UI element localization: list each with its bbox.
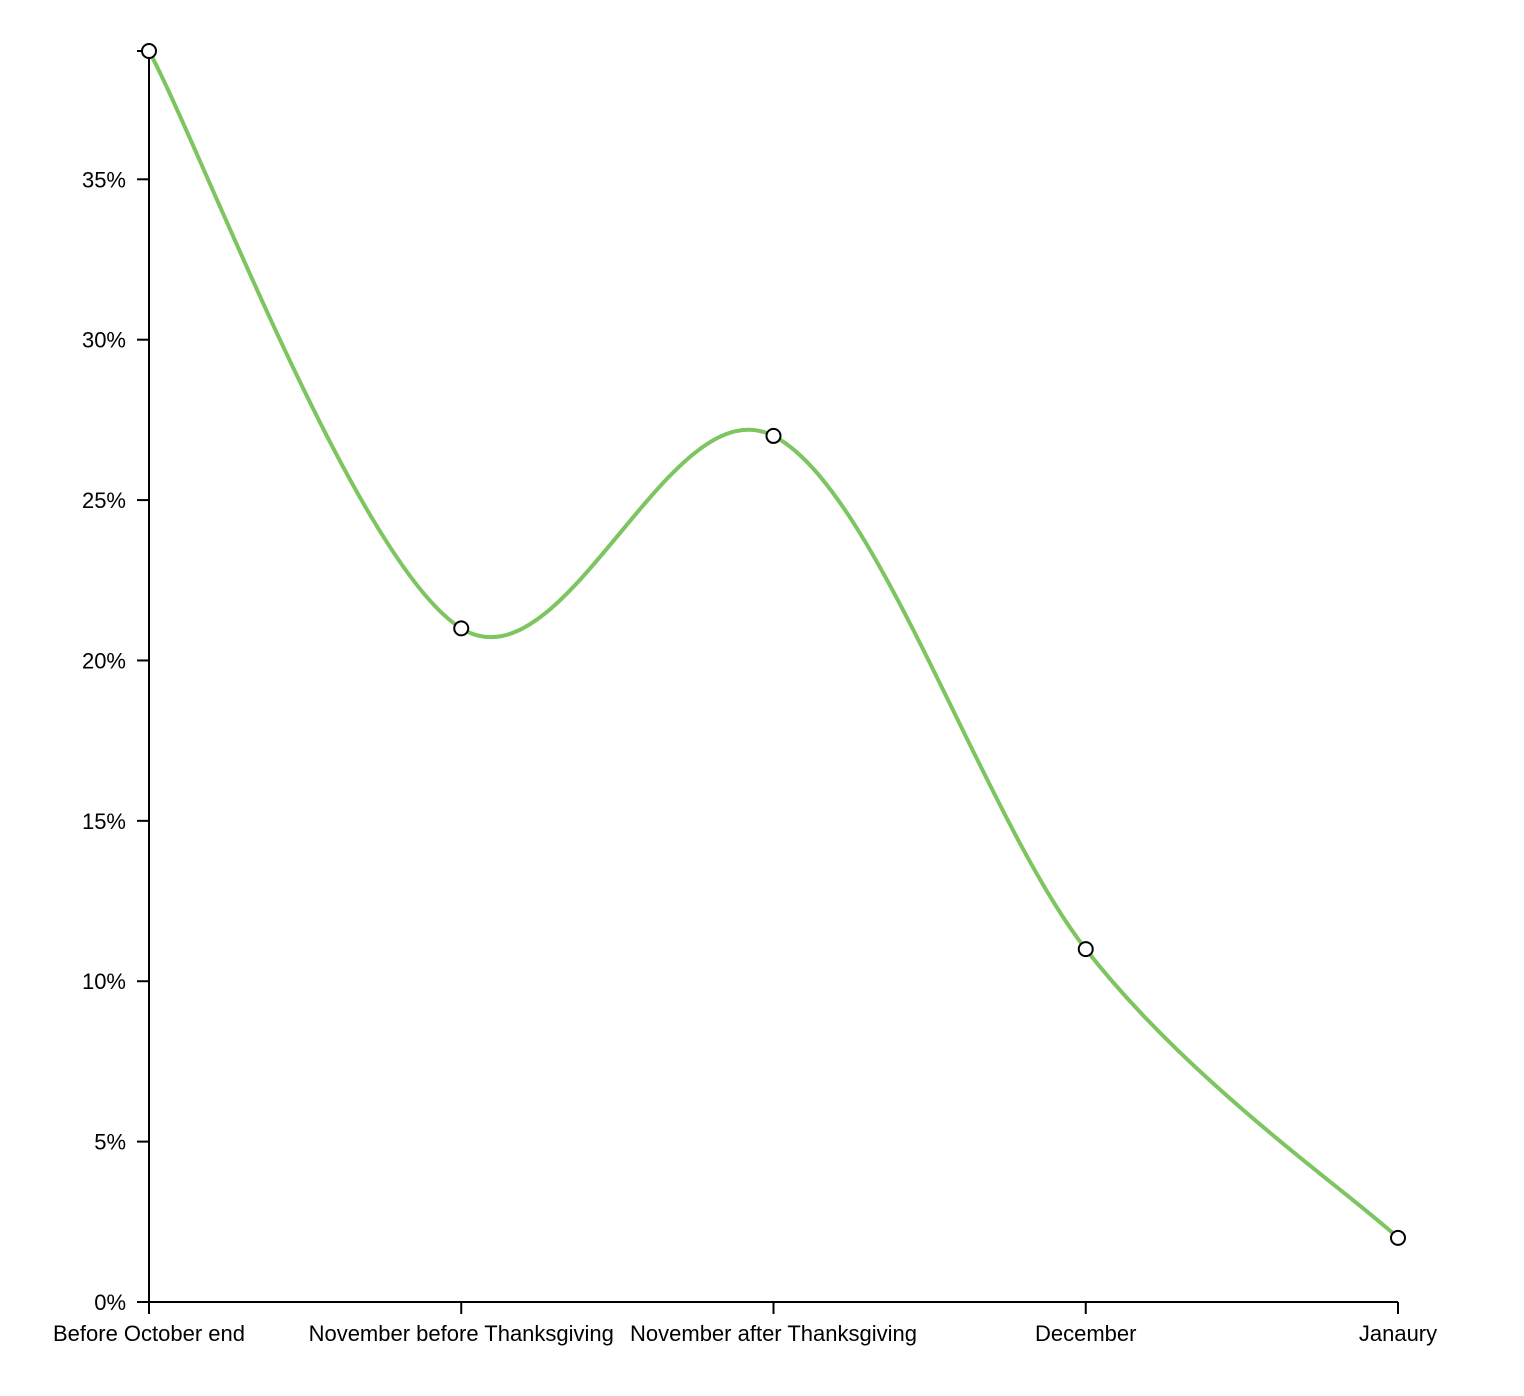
x-tick-label: Janaury: [1359, 1321, 1437, 1346]
data-point: [141, 43, 157, 59]
y-tick-label: 35%: [82, 167, 126, 192]
x-tick-label: December: [1035, 1321, 1136, 1346]
y-axis: 0% 5% 10% 15% 20% 25% 30% 35%: [82, 50, 150, 1315]
y-tick-label: 10%: [82, 969, 126, 994]
y-tick-label: 30%: [82, 328, 126, 353]
data-point: [1390, 1229, 1406, 1246]
series-line: [147, 49, 1400, 1240]
y-tick-label: 5%: [94, 1130, 126, 1155]
x-tick-label: November before Thanksgiving: [309, 1321, 614, 1346]
series-group: [141, 43, 1406, 1246]
x-tick-label: November after Thanksgiving: [630, 1321, 917, 1346]
y-tick-label: 0%: [94, 1290, 126, 1315]
data-point: [453, 620, 470, 637]
y-tick-label: 25%: [82, 488, 126, 513]
x-tick-label: Before October end: [53, 1321, 245, 1346]
y-tick-label: 15%: [82, 809, 126, 834]
data-point: [1077, 941, 1094, 958]
data-point: [765, 427, 782, 444]
y-tick-label: 20%: [82, 648, 126, 673]
x-axis: Before October end November before Thanks…: [53, 1301, 1437, 1346]
